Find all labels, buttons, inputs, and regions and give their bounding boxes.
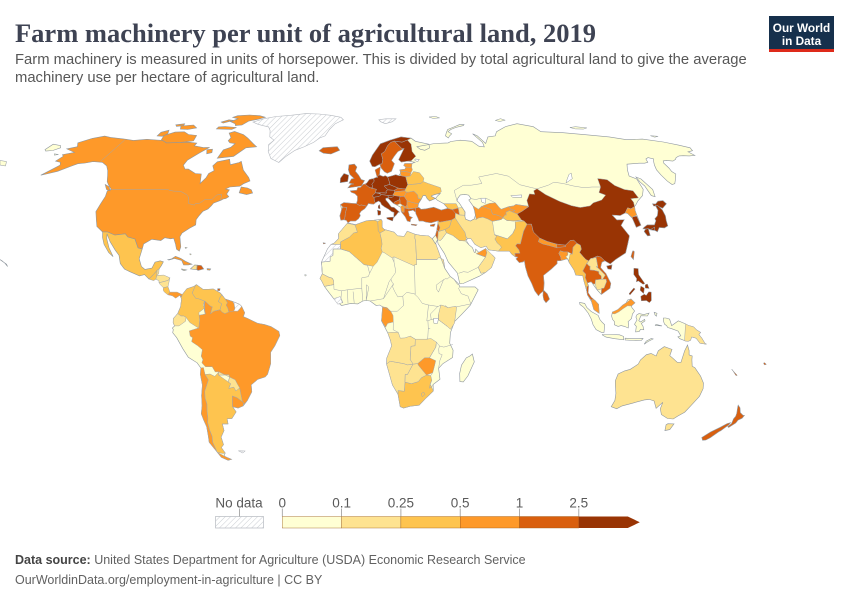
svg-text:0.25: 0.25 bbox=[388, 496, 414, 511]
svg-text:0.5: 0.5 bbox=[451, 496, 470, 511]
svg-text:No data: No data bbox=[215, 496, 263, 511]
svg-text:0.1: 0.1 bbox=[332, 496, 351, 511]
svg-text:0: 0 bbox=[279, 496, 287, 511]
svg-text:2.5: 2.5 bbox=[569, 496, 588, 511]
svg-text:1: 1 bbox=[516, 496, 524, 511]
